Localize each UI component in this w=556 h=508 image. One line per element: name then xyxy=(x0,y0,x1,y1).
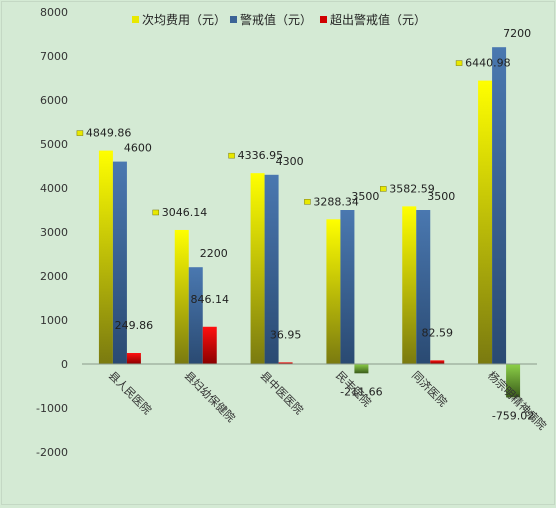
category-labels-group: 县人民医院 县妇幼保健院 县中医医院 民丰医院 同济医院 杨宗明精神病院 xyxy=(106,368,550,432)
bar-series-2 xyxy=(340,210,355,364)
legend-label: 警戒值（元） xyxy=(240,12,312,27)
y-tick-label: 2000 xyxy=(40,270,68,283)
bar-series-3 xyxy=(506,364,521,398)
data-label-series-1: 3046.14 xyxy=(162,206,208,219)
legend-label: 次均费用（元） xyxy=(142,13,226,27)
data-label-series-3: 82.59 xyxy=(422,326,454,339)
data-label-series-2: 3500 xyxy=(427,190,455,203)
category-label: 县中医医院 xyxy=(257,368,306,417)
y-tick-label: 3000 xyxy=(40,226,68,239)
data-label-series-3: -759.02 xyxy=(492,409,534,422)
bar-series-1 xyxy=(98,150,113,364)
data-label-series-3: -211.66 xyxy=(340,385,382,398)
legend-label: 超出警戒值（元） xyxy=(330,12,426,27)
bar-series-1 xyxy=(326,219,341,364)
data-labels-group: 4849.86 4600 249.86 3046.14 2200 846.14 4336.9… xyxy=(76,27,534,422)
category-label: 同济医院 xyxy=(409,368,450,409)
y-tick-label: 8000 xyxy=(40,6,68,19)
data-label-marker xyxy=(304,199,311,205)
bar-series-1 xyxy=(478,80,493,365)
data-label-marker xyxy=(455,60,463,66)
data-label-series-3: 249.86 xyxy=(115,319,154,332)
bar-series-1 xyxy=(174,229,189,364)
bar-series-2 xyxy=(264,174,279,364)
legend-swatch xyxy=(230,16,237,23)
y-axis-tick-labels: -2000 -1000 0 1000 2000 3000 4000 5000 6000 7000 8… xyxy=(36,6,68,459)
bar-series-3 xyxy=(278,362,293,364)
y-tick-label: -1000 xyxy=(36,402,68,415)
bar-series-2 xyxy=(188,267,203,364)
category-label: 县妇幼保健院 xyxy=(182,368,239,425)
data-label-series-2: 7200 xyxy=(503,27,531,40)
legend-swatch xyxy=(132,16,139,23)
y-tick-label: -2000 xyxy=(36,446,68,459)
data-label-series-1: 3288.34 xyxy=(313,195,359,208)
bar-series-1 xyxy=(402,206,417,364)
data-label-series-3: 846.14 xyxy=(191,293,230,306)
y-tick-label: 1000 xyxy=(40,314,68,327)
y-tick-label: 0 xyxy=(61,358,68,371)
category-label: 县人民医院 xyxy=(106,368,155,417)
data-label-series-1: 4849.86 xyxy=(86,127,131,140)
bar-series-1 xyxy=(250,173,265,364)
bar-series-2 xyxy=(492,47,507,364)
bar-series-3 xyxy=(126,353,141,364)
data-label-marker xyxy=(228,152,235,159)
bars-group xyxy=(98,47,521,398)
y-tick-label: 6000 xyxy=(40,94,68,107)
y-tick-label: 5000 xyxy=(40,138,68,151)
data-label-series-2: 2200 xyxy=(200,247,228,260)
data-label-series-2: 4600 xyxy=(124,142,152,155)
y-tick-label: 4000 xyxy=(40,182,68,195)
y-tick-label: 7000 xyxy=(40,50,68,63)
bar-series-3 xyxy=(430,360,445,364)
bar-series-3 xyxy=(202,326,217,364)
bar-series-3 xyxy=(354,364,369,374)
data-label-series-3: 36.95 xyxy=(270,328,302,341)
data-label-series-1: 6440.98 xyxy=(465,57,511,70)
data-label-marker xyxy=(152,209,159,216)
data-label-series-2: 4300 xyxy=(276,155,304,168)
data-label-marker xyxy=(76,130,84,136)
legend: 次均费用（元） 警戒值（元） 超出警戒值（元） xyxy=(132,12,426,27)
data-label-series-1: 4336.95 xyxy=(238,149,283,162)
bar-series-2 xyxy=(416,210,431,364)
bar-series-2 xyxy=(112,161,127,364)
data-label-series-2: 3500 xyxy=(351,190,379,203)
legend-swatch xyxy=(320,16,327,23)
data-label-series-1: 3582.59 xyxy=(389,182,435,195)
data-label-marker xyxy=(380,186,387,192)
